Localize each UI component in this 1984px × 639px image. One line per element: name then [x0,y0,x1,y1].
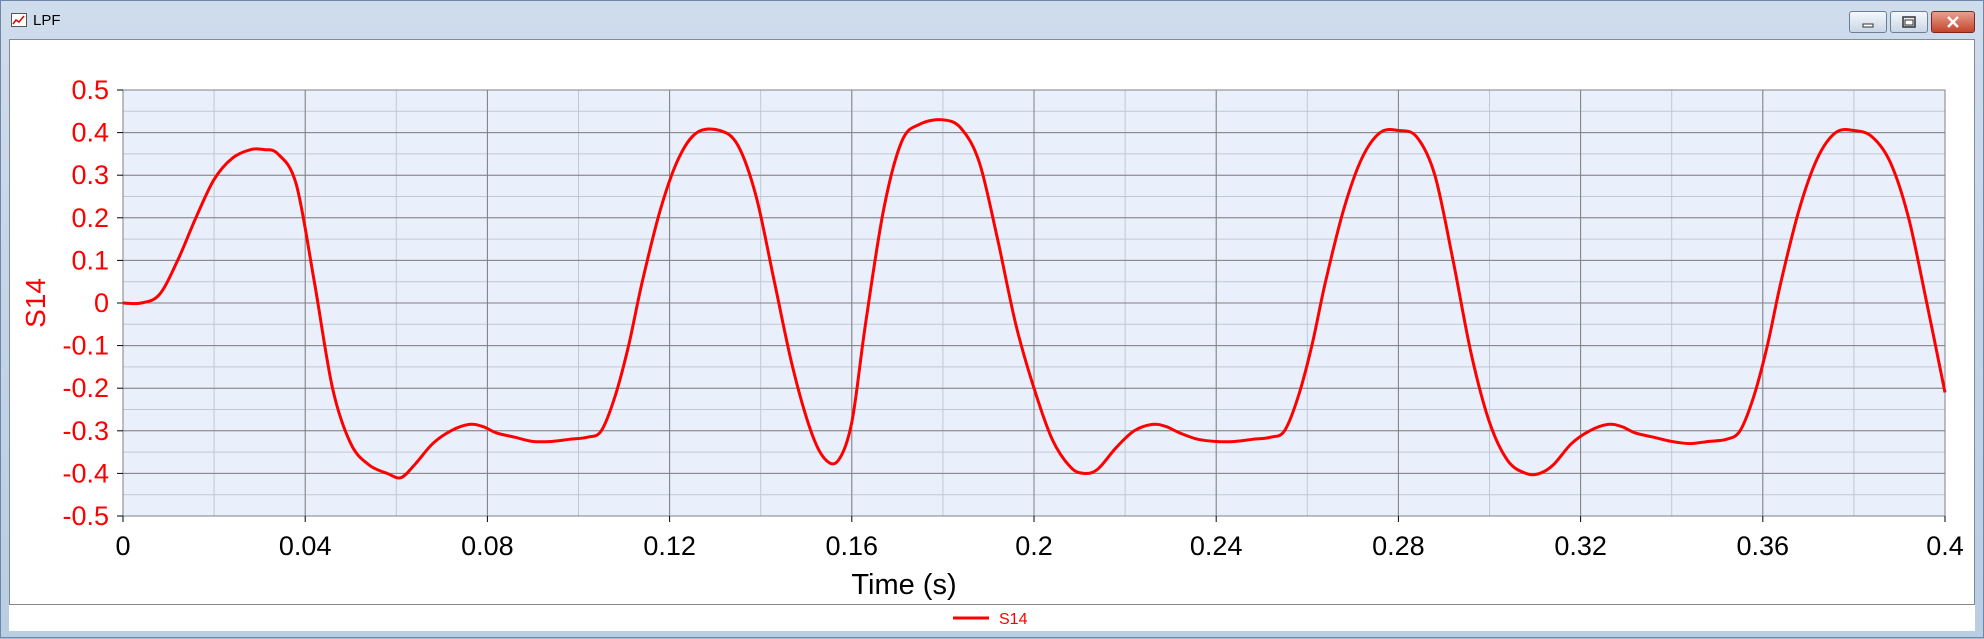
legend: S14 [9,604,1975,631]
y-tick-label: 0.3 [71,160,109,190]
window-title: LPF [33,12,61,29]
minimize-icon [1862,23,1874,28]
y-tick-label: 0.5 [71,75,109,105]
x-tick-label: 0.2 [1015,531,1053,561]
x-tick-label: 0.4 [1926,531,1964,561]
x-tick-label: 0.28 [1372,531,1425,561]
maximize-button[interactable] [1890,11,1928,33]
series-line-s14 [122,118,1947,480]
close-button[interactable] [1931,11,1975,33]
x-tick-label: 0.12 [643,531,696,561]
y-axis-label: S14 [20,278,51,328]
x-axis-label: Time (s) [851,569,956,601]
title-bar[interactable]: LPF [1,1,1983,39]
y-tick-label: 0 [94,288,109,318]
x-tick-label: 0 [115,531,130,561]
x-axis-ticks: 0 0.04 0.08 0.12 0.16 0.2 0.24 0.28 0.32 0.36 0.4 [115,516,1964,561]
y-tick-label: -0.2 [62,373,109,403]
y-tick-label: 0.4 [71,118,109,148]
x-tick-label: 0.16 [826,531,879,561]
restore-icon [1902,16,1916,28]
y-tick-label: -0.1 [62,331,109,361]
x-tick-label: 0.08 [461,531,514,561]
x-tick-label: 0.32 [1554,531,1607,561]
y-tick-label: 0.1 [71,245,109,275]
close-icon [1947,16,1959,28]
y-tick-label: -0.5 [62,501,109,531]
y-tick-label: 0.2 [71,203,109,233]
y-tick-label: -0.3 [62,416,109,446]
y-axis-ticks: 0.5 0.4 0.3 0.2 0.1 0 -0.1 -0.2 -0.3 -0.4 -0.5 [62,75,123,531]
x-tick-label: 0.04 [279,531,332,561]
legend-label-s14: S14 [999,611,1028,628]
x-tick-label: 0.36 [1737,531,1790,561]
minimize-button[interactable] [1849,11,1887,33]
chart-icon [11,13,27,27]
x-tick-label: 0.24 [1190,531,1243,561]
y-tick-label: -0.4 [62,458,109,488]
